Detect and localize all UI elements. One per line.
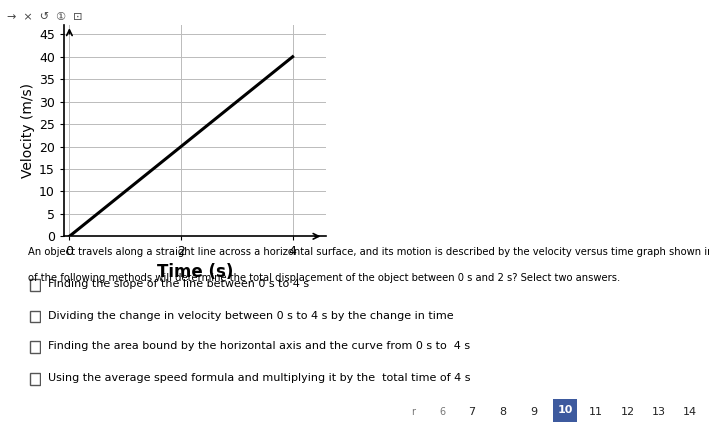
Text: Using the average speed formula and multiplying it by the  total time of 4 s: Using the average speed formula and mult… [48, 373, 471, 383]
Bar [30, 373, 40, 385]
Text: Dividing the change in velocity between 0 s to 4 s by the change in time: Dividing the change in velocity between … [48, 311, 454, 321]
Text: 11: 11 [589, 407, 603, 417]
Text: 9: 9 [530, 407, 537, 417]
Y-axis label: Velocity (m/s): Velocity (m/s) [21, 83, 35, 179]
Bar [30, 341, 40, 353]
Text: 7: 7 [468, 407, 475, 417]
X-axis label: Time (s): Time (s) [157, 262, 233, 281]
Text: →  ×  ↺  ①  ⊡: → × ↺ ① ⊡ [7, 12, 82, 22]
Text: Finding the slope of the line between 0 s to 4 s: Finding the slope of the line between 0 … [48, 279, 309, 289]
Text: 10: 10 [557, 406, 573, 415]
Text: Finding the area bound by the horizontal axis and the curve from 0 s to  4 s: Finding the area bound by the horizontal… [48, 341, 470, 351]
Bar [30, 311, 40, 322]
Text: r: r [411, 407, 415, 417]
Text: 13: 13 [652, 407, 666, 417]
Text: 8: 8 [499, 407, 506, 417]
Text: An object travels along a straight line across a horizontal surface, and its mot: An object travels along a straight line … [28, 247, 709, 257]
Text: 14: 14 [683, 407, 697, 417]
Text: 6: 6 [440, 407, 446, 417]
Text: of the following methods will determine the total displacement of the object bet: of the following methods will determine … [28, 273, 620, 283]
Bar [30, 279, 40, 291]
Text: 12: 12 [620, 407, 635, 417]
